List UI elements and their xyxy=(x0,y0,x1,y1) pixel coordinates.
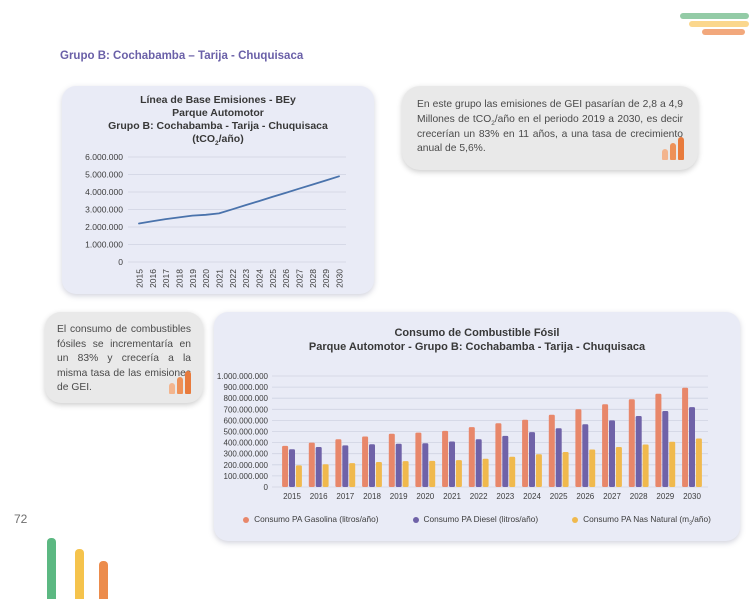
svg-text:2025: 2025 xyxy=(268,269,278,288)
title-line-2: Parque Automotor xyxy=(172,107,264,119)
title-line-1: Consumo de Combustible Fósil xyxy=(394,327,560,339)
svg-text:2027: 2027 xyxy=(295,269,305,288)
fuel-chart-title: Consumo de Combustible Fósil Parque Auto… xyxy=(214,326,740,354)
svg-text:400.000.000: 400.000.000 xyxy=(224,439,269,448)
svg-text:2024: 2024 xyxy=(255,269,265,288)
svg-text:6.000.000: 6.000.000 xyxy=(85,152,123,162)
emissions-chart-title: Línea de Base Emisiones - BEy Parque Aut… xyxy=(62,94,374,150)
svg-text:800.000.000: 800.000.000 xyxy=(224,394,269,403)
bar-chart-icon xyxy=(169,371,191,394)
svg-text:2017: 2017 xyxy=(336,492,354,501)
title-unit-line: (tCO2/año) xyxy=(192,133,244,148)
svg-text:2019: 2019 xyxy=(188,269,198,288)
gasolina-dot-icon xyxy=(243,517,250,524)
svg-text:2029: 2029 xyxy=(321,269,331,288)
svg-text:3.000.000: 3.000.000 xyxy=(85,205,123,215)
gas-natural-dot-icon xyxy=(572,517,579,524)
svg-text:2024: 2024 xyxy=(523,492,541,501)
emissions-line-chart: 0 1.000.000 2.000.000 3.000.000 4.000.000 5.0… xyxy=(85,152,346,288)
svg-text:2021: 2021 xyxy=(443,492,461,501)
svg-text:600.000.000: 600.000.000 xyxy=(224,416,269,425)
svg-text:300.000.000: 300.000.000 xyxy=(224,450,269,459)
svg-text:700.000.000: 700.000.000 xyxy=(224,405,269,414)
svg-text:2025: 2025 xyxy=(550,492,568,501)
svg-text:2018: 2018 xyxy=(175,269,185,288)
yellow-bar-icon xyxy=(75,549,84,599)
svg-text:500.000.000: 500.000.000 xyxy=(224,428,269,437)
svg-text:2020: 2020 xyxy=(416,492,434,501)
svg-text:100.000.000: 100.000.000 xyxy=(224,472,269,481)
svg-text:2026: 2026 xyxy=(576,492,594,501)
bar-chart-icon xyxy=(662,137,684,160)
svg-text:2015: 2015 xyxy=(283,492,301,501)
svg-text:0: 0 xyxy=(264,483,269,492)
fuel-note: El consumo de combustibles fósiles se in… xyxy=(45,312,203,403)
svg-text:200.000.000: 200.000.000 xyxy=(224,461,269,470)
emissions-line-chart-card: Línea de Base Emisiones - BEy Parque Aut… xyxy=(62,86,374,294)
svg-text:2021: 2021 xyxy=(215,269,225,288)
svg-text:900.000.000: 900.000.000 xyxy=(224,383,269,392)
diesel-dot-icon xyxy=(412,517,419,524)
svg-text:2028: 2028 xyxy=(630,492,648,501)
svg-text:4.000.000: 4.000.000 xyxy=(85,187,123,197)
svg-text:1.000.000.000: 1.000.000.000 xyxy=(217,372,269,381)
title-line-2: Parque Automotor - Grupo B: Cochabamba -… xyxy=(308,341,646,353)
emissions-note-text: En este grupo las emisiones de GEI pasar… xyxy=(417,99,684,155)
page-number: 72 xyxy=(14,512,28,526)
yellow-bar-icon xyxy=(689,21,749,27)
green-bar-icon xyxy=(47,538,56,599)
svg-text:2022: 2022 xyxy=(228,269,238,288)
svg-text:2029: 2029 xyxy=(656,492,674,501)
legend-item-gasolina: Consumo PA Gasolina (litros/año) xyxy=(243,514,379,527)
section-heading: Grupo B: Cochabamba – Tarija - Chuquisac… xyxy=(60,50,304,62)
fuel-note-text: El consumo de combustibles fósiles se in… xyxy=(57,324,191,394)
svg-text:2016: 2016 xyxy=(310,492,328,501)
svg-text:2027: 2027 xyxy=(603,492,621,501)
svg-text:2030: 2030 xyxy=(335,269,345,288)
legend-item-gas-natural: Consumo PA Nas Natural (m3/año) xyxy=(572,514,711,527)
svg-text:2.000.000: 2.000.000 xyxy=(85,222,123,232)
svg-text:2022: 2022 xyxy=(470,492,488,501)
svg-text:2023: 2023 xyxy=(496,492,514,501)
svg-text:2019: 2019 xyxy=(390,492,408,501)
svg-text:2026: 2026 xyxy=(281,269,291,288)
title-line-1: Línea de Base Emisiones - BEy xyxy=(140,94,296,106)
emissions-note: En este grupo las emisiones de GEI pasar… xyxy=(402,86,698,170)
svg-text:2030: 2030 xyxy=(683,492,701,501)
green-bar-icon xyxy=(680,13,749,19)
svg-text:1.000.000: 1.000.000 xyxy=(85,240,123,250)
svg-text:2015: 2015 xyxy=(135,269,145,288)
fuel-bar-chart: 0 100.000.000 200.000.000 300.000.000 400.00… xyxy=(217,372,708,501)
svg-text:5.000.000: 5.000.000 xyxy=(85,170,123,180)
svg-text:2023: 2023 xyxy=(241,269,251,288)
svg-text:2016: 2016 xyxy=(148,269,158,288)
svg-text:2017: 2017 xyxy=(161,269,171,288)
legend-item-diesel: Consumo PA Diesel (litros/año) xyxy=(412,514,538,527)
svg-text:2018: 2018 xyxy=(363,492,381,501)
title-line-3: Grupo B: Cochabamba - Tarija - Chuquisac… xyxy=(108,120,328,132)
svg-text:2020: 2020 xyxy=(201,269,211,288)
chart-legend: Consumo PA Gasolina (litros/año) Consumo… xyxy=(214,514,740,527)
fuel-bar-chart-card: Consumo de Combustible Fósil Parque Auto… xyxy=(214,312,740,541)
orange-bar-icon xyxy=(702,29,745,35)
svg-text:2028: 2028 xyxy=(308,269,318,288)
orange-bar-icon xyxy=(99,561,108,599)
svg-text:0: 0 xyxy=(118,257,123,267)
